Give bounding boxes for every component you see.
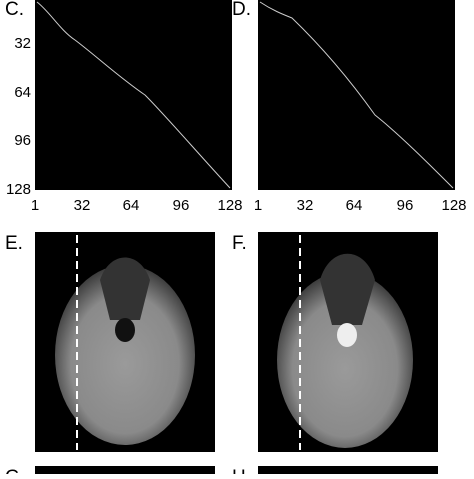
panel-label: C. [5, 0, 24, 20]
curve [259, 1, 454, 189]
panel-label: H [232, 467, 246, 474]
x-tick-label: 96 [397, 197, 414, 214]
y-tick-label: 64 [14, 84, 31, 101]
y-tick-label: 32 [14, 35, 31, 52]
x-tick-label: 1 [31, 197, 39, 214]
anatomy [100, 257, 150, 320]
x-tick-label: 32 [74, 197, 91, 214]
image [258, 466, 438, 474]
anatomy [320, 253, 375, 325]
brain [277, 272, 413, 448]
panel-label: F. [232, 233, 247, 254]
anatomy [115, 318, 135, 342]
image [35, 466, 215, 474]
x-tick-label: 128 [217, 197, 242, 214]
x-tick-label: 1 [254, 197, 262, 214]
curve [36, 1, 231, 189]
panel-label: G [5, 467, 20, 474]
brain [55, 265, 195, 445]
x-tick-label: 32 [297, 197, 314, 214]
x-tick-label: 64 [123, 197, 140, 214]
y-tick-label: 128 [6, 181, 31, 198]
panel-label: E. [5, 233, 23, 254]
anatomy [337, 323, 357, 347]
panel-label: D. [232, 0, 251, 20]
x-tick-label: 64 [346, 197, 363, 214]
x-tick-label: 96 [173, 197, 190, 214]
y-tick-label: 96 [14, 132, 31, 149]
x-tick-label: 128 [441, 197, 466, 214]
plot-area [35, 0, 232, 190]
